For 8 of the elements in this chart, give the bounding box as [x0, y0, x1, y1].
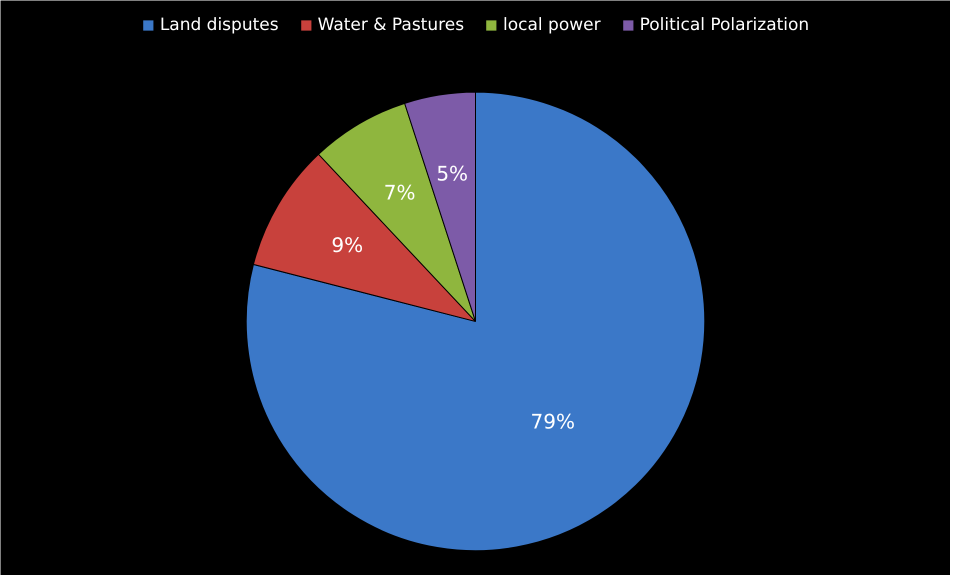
data-label: 9%: [331, 233, 364, 258]
legend-label: Water & Pastures: [318, 15, 464, 35]
data-label: 5%: [436, 161, 468, 186]
data-label: 79%: [530, 410, 576, 434]
legend-label: local power: [503, 15, 601, 35]
legend-label: Land disputes: [160, 15, 279, 35]
legend-label: Political Polarization: [640, 15, 810, 35]
data-label: 7%: [384, 180, 416, 204]
